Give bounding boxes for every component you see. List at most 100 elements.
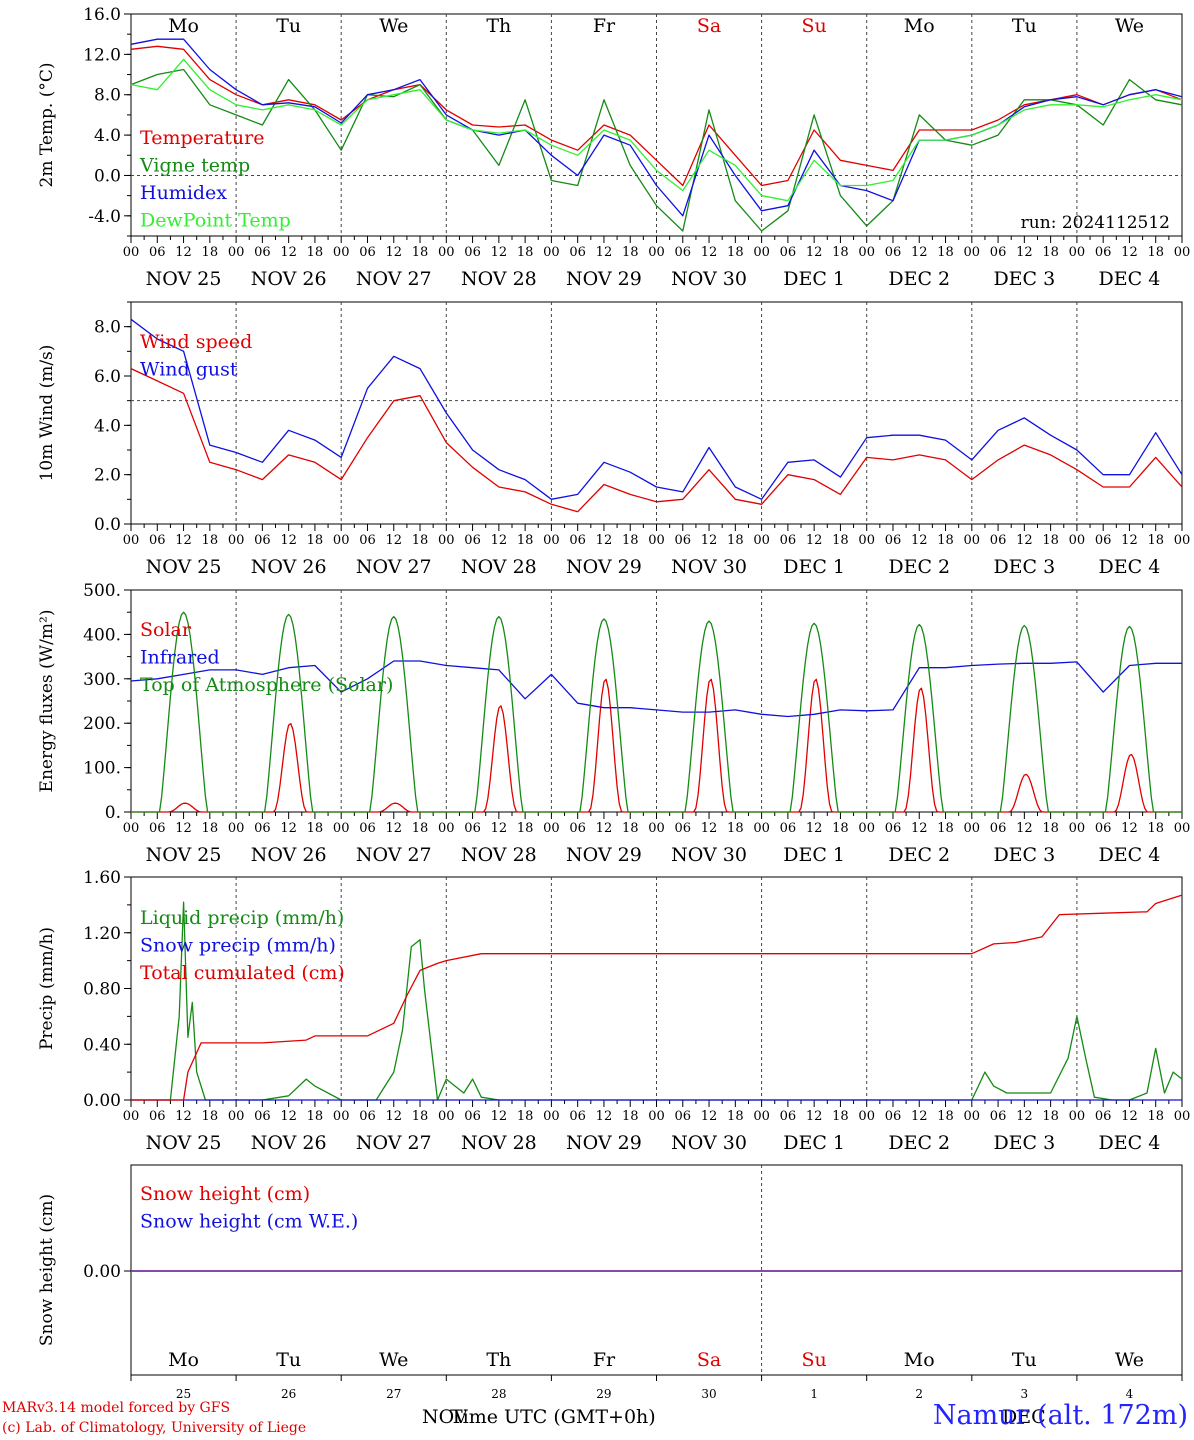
x-hour-label: 12 — [1121, 245, 1138, 260]
legend-entry: Liquid precip (mm/h) — [140, 907, 344, 929]
x-hour-label: 06 — [885, 245, 902, 260]
x-hour-label: 00 — [858, 533, 875, 548]
x-date-label: DEC 4 — [1099, 1132, 1161, 1154]
x-hour-label: 12 — [175, 245, 192, 260]
x-date-label: DEC 3 — [993, 1132, 1055, 1154]
x-hour-label: 06 — [569, 245, 586, 260]
x-hour-label: 12 — [385, 821, 402, 836]
x-hour-label: 06 — [464, 1109, 481, 1124]
x-hour-label: 06 — [1095, 533, 1112, 548]
x-hour-label: 18 — [727, 1109, 744, 1124]
x-hour-label: 06 — [885, 821, 902, 836]
x-hour-label: 18 — [937, 245, 954, 260]
x-hour-label: 00 — [964, 533, 981, 548]
day-name-label: Mo — [904, 15, 935, 37]
x-hour-label: 00 — [753, 1109, 770, 1124]
x-axis-title: Time UTC (GMT+0h) — [450, 1406, 656, 1428]
x-hour-label: 18 — [307, 1109, 324, 1124]
day-number-label: 3 — [1021, 1387, 1029, 1401]
panel-2 — [124, 301, 1183, 531]
x-hour-label: 12 — [491, 1109, 508, 1124]
y-tick-label: 0.40 — [83, 1035, 121, 1055]
x-hour-label: 06 — [254, 533, 271, 548]
x-hour-label: 06 — [359, 821, 376, 836]
day-name-label: Th — [486, 1349, 511, 1371]
y-tick-label: 300. — [83, 670, 121, 690]
day-name-label: Tu — [1012, 1349, 1037, 1371]
x-hour-label: 18 — [622, 245, 639, 260]
x-date-label: NOV 26 — [251, 556, 327, 578]
series-line — [130, 368, 1183, 513]
day-name-label: We — [1115, 15, 1144, 37]
x-hour-label: 18 — [307, 533, 324, 548]
legend-entry: Solar — [140, 619, 192, 641]
x-hour-label: 18 — [202, 821, 219, 836]
x-date-label: NOV 27 — [356, 1132, 432, 1154]
x-date-label: NOV 27 — [356, 844, 432, 866]
x-hour-label: 00 — [123, 1109, 140, 1124]
x-hour-label: 06 — [675, 533, 692, 548]
x-hour-label: 12 — [1016, 533, 1033, 548]
x-hour-label: 06 — [990, 533, 1007, 548]
x-hour-label: 12 — [806, 1109, 823, 1124]
day-name-label: We — [1115, 1349, 1144, 1371]
x-hour-label: 12 — [385, 1109, 402, 1124]
x-hour-label: 00 — [438, 1109, 455, 1124]
x-hour-label: 00 — [1069, 821, 1086, 836]
x-hour-label: 12 — [175, 533, 192, 548]
x-date-label: NOV 28 — [461, 268, 537, 290]
day-name-label: We — [379, 15, 408, 37]
x-hour-label: 12 — [280, 533, 297, 548]
x-hour-label: 18 — [517, 1109, 534, 1124]
y-axis-label: 2m Temp. (°C) — [37, 62, 57, 187]
x-hour-label: 12 — [1016, 245, 1033, 260]
x-hour-label: 12 — [1121, 1109, 1138, 1124]
y-tick-label: 2.0 — [94, 466, 121, 486]
x-hour-label: 12 — [280, 245, 297, 260]
month-label-dec: DEC — [1002, 1406, 1046, 1428]
day-name-label: Mo — [904, 1349, 935, 1371]
x-hour-label: 00 — [858, 1109, 875, 1124]
x-hour-label: 00 — [438, 245, 455, 260]
x-hour-label: 00 — [753, 821, 770, 836]
day-name-label: Fr — [593, 15, 616, 37]
x-hour-label: 12 — [701, 245, 718, 260]
y-tick-label: 4.0 — [94, 126, 121, 146]
x-hour-label: 12 — [596, 245, 613, 260]
x-hour-label: 18 — [412, 821, 429, 836]
x-date-label: DEC 1 — [783, 1132, 845, 1154]
x-hour-label: 18 — [412, 533, 429, 548]
x-hour-label: 18 — [1147, 533, 1164, 548]
x-date-label: NOV 30 — [671, 268, 747, 290]
x-date-label: NOV 29 — [566, 844, 642, 866]
day-name-label: Sa — [697, 1349, 721, 1371]
x-hour-label: 18 — [1042, 821, 1059, 836]
x-hour-label: 18 — [307, 245, 324, 260]
x-hour-label: 18 — [727, 533, 744, 548]
x-hour-label: 06 — [464, 821, 481, 836]
x-hour-label: 12 — [911, 1109, 928, 1124]
x-hour-label: 00 — [228, 245, 245, 260]
x-hour-label: 18 — [832, 821, 849, 836]
x-hour-label: 06 — [359, 1109, 376, 1124]
x-hour-label: 18 — [1147, 245, 1164, 260]
x-hour-label: 18 — [1147, 1109, 1164, 1124]
x-hour-label: 12 — [1016, 821, 1033, 836]
x-hour-label: 18 — [202, 533, 219, 548]
day-name-label: Su — [802, 15, 827, 37]
y-tick-label: 1.60 — [83, 868, 121, 888]
x-hour-label: 00 — [228, 533, 245, 548]
x-hour-label: 06 — [149, 821, 166, 836]
x-date-label: DEC 3 — [993, 844, 1055, 866]
x-hour-label: 12 — [1016, 1109, 1033, 1124]
x-hour-label: 18 — [1042, 245, 1059, 260]
x-date-label: DEC 2 — [888, 268, 950, 290]
series-line — [131, 611, 1182, 813]
x-hour-label: 06 — [1095, 1109, 1112, 1124]
x-hour-label: 06 — [780, 533, 797, 548]
y-tick-label: 4.0 — [94, 416, 121, 436]
x-hour-label: 18 — [622, 533, 639, 548]
x-hour-label: 06 — [780, 1109, 797, 1124]
x-hour-label: 06 — [675, 1109, 692, 1124]
x-hour-label: 00 — [964, 1109, 981, 1124]
